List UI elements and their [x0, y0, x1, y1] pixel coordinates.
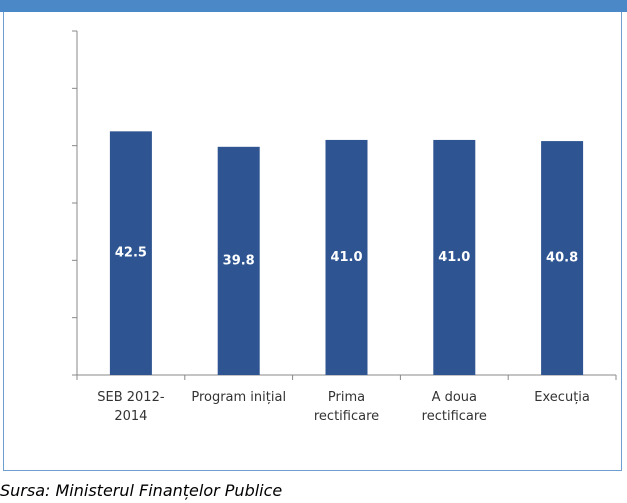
- data-label: 41.0: [330, 250, 362, 265]
- x-tick-label: 2014: [114, 409, 147, 424]
- bar-chart: 42.5 SEB 2012- 2014 39.8 Program inițial 41.0…: [72, 30, 617, 424]
- bar: [541, 141, 584, 375]
- source-note: Sursa: Ministerul Finanțelor Publice: [0, 481, 283, 500]
- x-tick-label: Execuția: [534, 390, 590, 405]
- data-label: 42.5: [115, 246, 147, 261]
- header-bar: [0, 0, 627, 12]
- x-tick-label: SEB 2012-: [97, 390, 165, 405]
- data-label: 41.0: [438, 250, 470, 265]
- bar: [109, 131, 152, 375]
- x-tick-label: Prima: [328, 390, 365, 405]
- data-label: 40.8: [546, 251, 578, 266]
- x-tick-label: A doua: [432, 390, 477, 405]
- bar: [433, 139, 476, 375]
- chart-frame: 42.5 SEB 2012- 2014 39.8 Program inițial 41.0…: [3, 12, 622, 471]
- bar: [217, 146, 260, 375]
- x-tick-label: rectificare: [314, 409, 379, 424]
- x-tick-label: rectificare: [422, 409, 487, 424]
- x-tick-label: Program inițial: [191, 390, 286, 405]
- bar: [325, 139, 368, 375]
- data-label: 39.8: [223, 253, 255, 268]
